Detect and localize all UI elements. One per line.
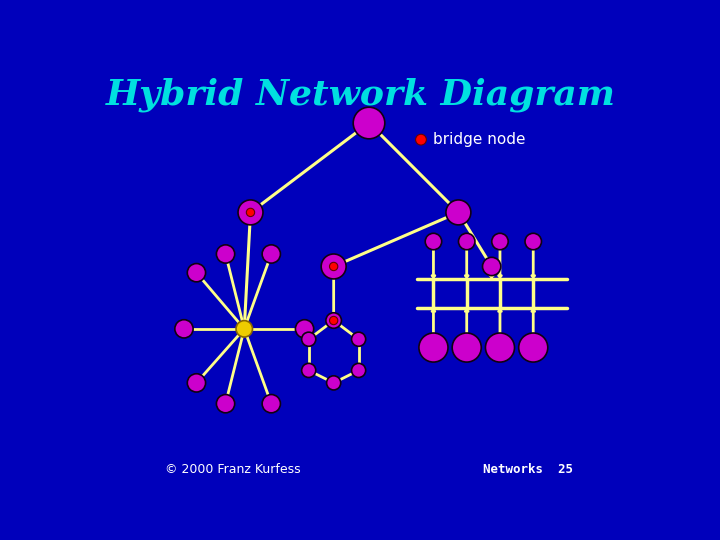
Circle shape: [351, 363, 366, 377]
Text: bridge node: bridge node: [433, 132, 526, 147]
Circle shape: [417, 136, 425, 144]
Circle shape: [426, 233, 441, 249]
Circle shape: [217, 395, 235, 413]
Circle shape: [175, 320, 193, 338]
Circle shape: [302, 363, 316, 377]
Text: Networks  25: Networks 25: [482, 463, 572, 476]
Circle shape: [236, 321, 253, 337]
Circle shape: [262, 245, 280, 263]
Circle shape: [452, 333, 481, 362]
Circle shape: [492, 233, 508, 249]
Circle shape: [295, 320, 314, 338]
Circle shape: [485, 333, 515, 362]
Circle shape: [327, 376, 341, 390]
Circle shape: [326, 313, 341, 328]
Circle shape: [482, 258, 501, 275]
Circle shape: [238, 200, 263, 225]
Text: Hybrid Network Diagram: Hybrid Network Diagram: [106, 77, 616, 112]
Circle shape: [354, 107, 384, 139]
Circle shape: [187, 374, 206, 392]
Text: © 2000 Franz Kurfess: © 2000 Franz Kurfess: [166, 463, 301, 476]
Circle shape: [419, 333, 448, 362]
Circle shape: [518, 333, 548, 362]
Circle shape: [187, 264, 206, 282]
Circle shape: [246, 208, 255, 217]
Circle shape: [262, 395, 280, 413]
Circle shape: [351, 332, 366, 346]
Circle shape: [459, 233, 475, 249]
Circle shape: [525, 233, 541, 249]
Circle shape: [330, 262, 338, 271]
Circle shape: [302, 332, 316, 346]
Circle shape: [217, 245, 235, 263]
Circle shape: [321, 254, 346, 279]
Circle shape: [446, 200, 471, 225]
Circle shape: [415, 134, 426, 145]
Circle shape: [330, 316, 338, 325]
